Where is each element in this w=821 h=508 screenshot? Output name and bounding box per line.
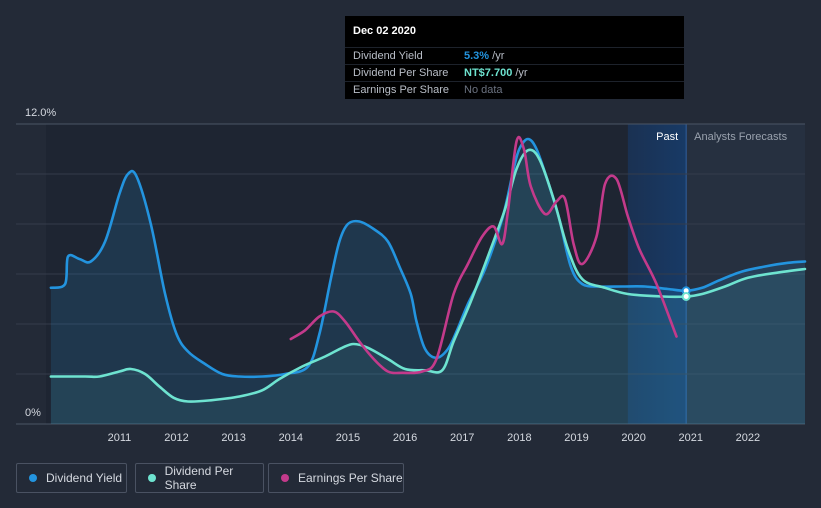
tooltip-value: 5.3% /yr <box>464 50 504 62</box>
series-area-dividend-yield <box>50 139 805 424</box>
x-tick-label: 2015 <box>336 432 360 444</box>
tooltip-label: Dividend Per Share <box>353 67 449 79</box>
legend-dot-icon <box>148 474 156 482</box>
series-line-dividend-yield <box>49 137 807 379</box>
legend-label: Dividend Per Share <box>164 464 234 492</box>
tooltip-value-number: NT$7.700 <box>464 67 513 79</box>
legend-label: Dividend Yield <box>46 471 123 485</box>
x-tick-label: 2018 <box>507 432 531 444</box>
legend-dot-icon <box>281 474 289 482</box>
x-tick-label: 2021 <box>678 432 702 444</box>
x-tick-label: 2013 <box>221 432 245 444</box>
tooltip-label: Dividend Yield <box>353 50 423 62</box>
series-area-dividend-per-share <box>50 149 805 424</box>
y-axis-top-label: 12.0% <box>25 107 56 119</box>
past-label: Past <box>656 131 678 143</box>
x-tick-label: 2019 <box>564 432 588 444</box>
tooltip-row-dividend-per-share: Dividend Per Share NT$7.700 /yr <box>345 64 684 82</box>
x-tick-label: 2020 <box>621 432 645 444</box>
series-line-earnings-per-share <box>289 135 678 375</box>
x-tick-label: 2022 <box>736 432 760 444</box>
tooltip-row-earnings-per-share: Earnings Per Share No data <box>345 81 684 99</box>
tooltip-value-number: No data <box>464 84 503 96</box>
legend-dot-icon <box>29 474 37 482</box>
legend-item-earnings-per-share[interactable]: Earnings Per Share <box>268 463 404 493</box>
x-tick-label: 2017 <box>450 432 474 444</box>
x-tick-label: 2011 <box>108 432 132 444</box>
tooltip-date: Dec 02 2020 <box>353 25 416 37</box>
legend-label: Earnings Per Share <box>298 471 403 485</box>
tooltip-value-unit: /yr <box>489 50 505 62</box>
tooltip: Dec 02 2020 Dividend Yield 5.3% /yr Divi… <box>345 16 684 99</box>
forecast-label: Analysts Forecasts <box>694 131 787 143</box>
legend-item-dividend-per-share[interactable]: Dividend Per Share <box>135 463 264 493</box>
tooltip-value: No data <box>464 84 503 96</box>
y-axis-bottom-label: 0% <box>25 407 41 419</box>
cursor-marker-dividend-per-share <box>681 292 691 301</box>
x-tick-label: 2012 <box>164 432 188 444</box>
x-tick-label: 2016 <box>393 432 417 444</box>
legend-item-dividend-yield[interactable]: Dividend Yield <box>16 463 127 493</box>
tooltip-row-dividend-yield: Dividend Yield 5.3% /yr <box>345 47 684 65</box>
tooltip-value: NT$7.700 /yr <box>464 67 528 79</box>
tooltip-label: Earnings Per Share <box>353 84 449 96</box>
x-tick-label: 2014 <box>279 432 303 444</box>
tooltip-value-number: 5.3% <box>464 50 490 62</box>
tooltip-value-unit: /yr <box>512 67 528 79</box>
